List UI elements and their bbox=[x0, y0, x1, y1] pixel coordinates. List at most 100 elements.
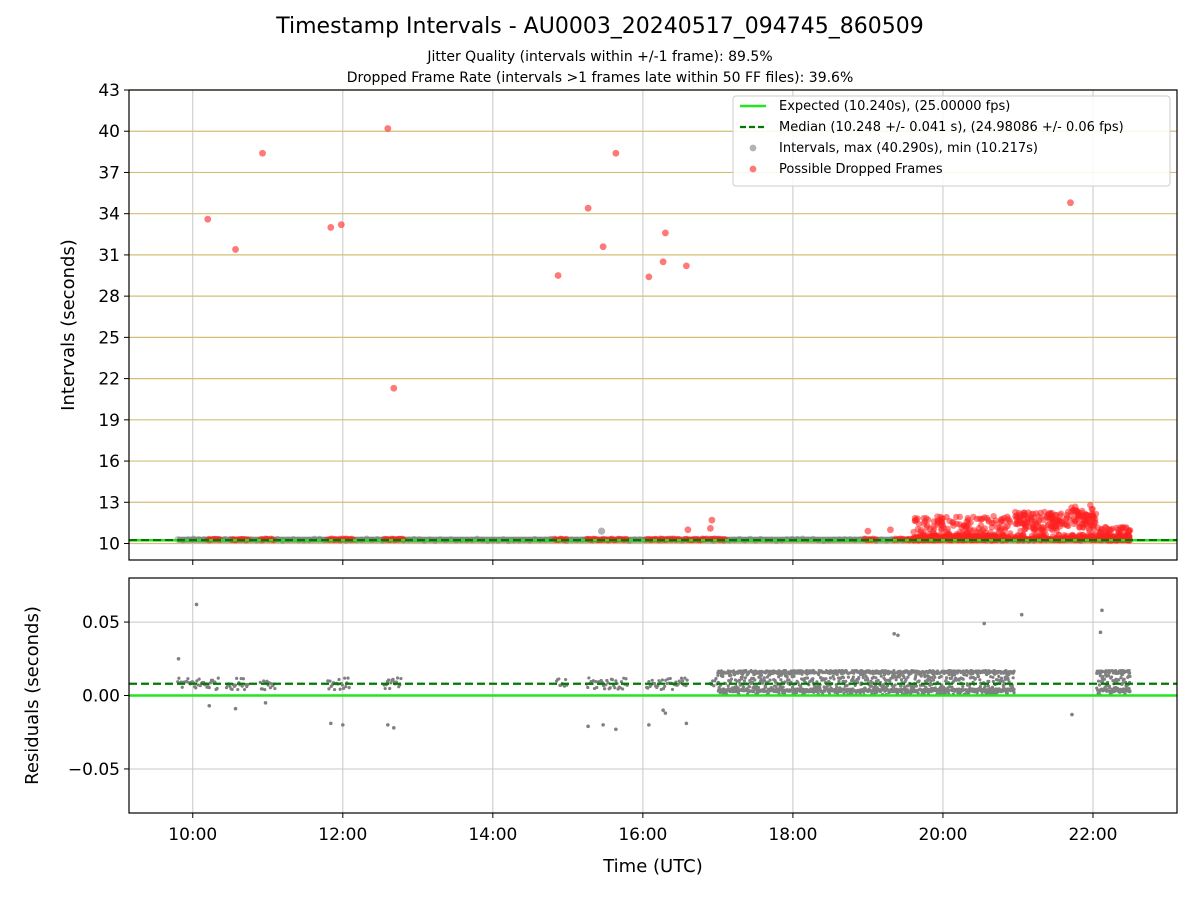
intervals-series-layer bbox=[129, 125, 1177, 544]
residual-point bbox=[194, 686, 198, 690]
residual-outlier-point bbox=[614, 727, 618, 732]
dropped-point bbox=[910, 528, 917, 536]
residual-outlier-point bbox=[328, 721, 333, 726]
residual-point bbox=[930, 676, 934, 680]
residual-point bbox=[1011, 676, 1015, 680]
dropped-point bbox=[1052, 522, 1060, 530]
residual-point bbox=[236, 687, 240, 692]
legend-median-label: Median (10.248 +/- 0.041 s), (24.98086 +… bbox=[779, 120, 1124, 135]
residual-point bbox=[195, 679, 199, 683]
dropped-point bbox=[1092, 519, 1099, 526]
dropped-point bbox=[1041, 508, 1048, 516]
residual-point bbox=[881, 682, 886, 687]
residual-point bbox=[917, 679, 921, 683]
residual-point bbox=[714, 676, 718, 681]
residual-outlier-point bbox=[233, 706, 238, 711]
residual-point bbox=[756, 685, 761, 690]
dropped-outlier-point bbox=[584, 204, 592, 212]
dropped-point bbox=[1032, 518, 1039, 526]
dropped-point bbox=[1089, 510, 1096, 517]
dropped-point bbox=[1018, 533, 1025, 540]
dropped-point bbox=[1067, 532, 1075, 540]
residual-point bbox=[242, 687, 247, 692]
y-tick-label: 19 bbox=[98, 411, 120, 431]
residual-point bbox=[1128, 689, 1132, 693]
dropped-point bbox=[994, 524, 1001, 531]
dropped-point bbox=[1004, 513, 1011, 520]
residual-point bbox=[791, 685, 795, 689]
x-tick-label: 10:00 bbox=[168, 825, 217, 845]
dropped-outlier-point bbox=[554, 272, 562, 279]
residual-point bbox=[1122, 677, 1126, 681]
residual-point bbox=[939, 674, 943, 679]
residual-point bbox=[914, 673, 918, 677]
residual-point bbox=[676, 682, 680, 686]
residual-point bbox=[646, 686, 650, 690]
dropped-outlier-point bbox=[864, 527, 872, 535]
legend-dropped-swatch bbox=[749, 165, 757, 173]
residual-point bbox=[740, 675, 744, 679]
residual-point bbox=[1127, 669, 1131, 673]
dropped-outlier-point bbox=[232, 246, 239, 253]
residual-point bbox=[346, 676, 350, 680]
residual-point bbox=[930, 682, 934, 686]
residual-point bbox=[586, 685, 590, 690]
residual-point bbox=[743, 676, 747, 680]
legend-dropped-label: Possible Dropped Frames bbox=[779, 162, 943, 177]
residual-point bbox=[916, 691, 920, 695]
dropped-point bbox=[944, 525, 952, 533]
dropped-point bbox=[988, 519, 996, 527]
dropped-point bbox=[1021, 511, 1028, 519]
dropped-point bbox=[970, 513, 977, 521]
y-tick-label: 43 bbox=[98, 81, 120, 101]
dropped-point bbox=[1021, 526, 1028, 533]
residual-point bbox=[1096, 679, 1101, 683]
residual-point bbox=[1128, 674, 1132, 679]
residual-point bbox=[652, 681, 657, 686]
residual-point bbox=[716, 673, 720, 677]
dropped-point bbox=[1104, 532, 1112, 540]
residual-point bbox=[999, 676, 1004, 680]
residual-outlier-point bbox=[1100, 608, 1104, 613]
residual-point bbox=[230, 687, 234, 691]
residual-point bbox=[973, 677, 977, 681]
residuals-y-axis-label: Residuals (seconds) bbox=[22, 606, 43, 785]
residual-outlier-point bbox=[392, 726, 396, 730]
dropped-point bbox=[1011, 533, 1018, 541]
residual-point bbox=[766, 691, 770, 695]
dropped-point bbox=[1071, 503, 1079, 510]
dropped-point bbox=[1086, 527, 1093, 534]
dropped-point bbox=[1059, 518, 1066, 525]
residual-point bbox=[971, 671, 975, 675]
residual-point bbox=[742, 679, 747, 683]
residual-outlier-point bbox=[982, 621, 987, 626]
residual-point bbox=[931, 678, 936, 682]
residual-outlier-point bbox=[1098, 630, 1103, 635]
residual-point bbox=[944, 676, 949, 680]
intervals-frame bbox=[128, 89, 1178, 561]
x-tick-label: 22:00 bbox=[1068, 825, 1117, 845]
residual-point bbox=[263, 687, 267, 692]
residual-point bbox=[681, 679, 685, 683]
residual-point bbox=[328, 679, 332, 683]
dropped-point bbox=[1047, 523, 1055, 530]
residual-point bbox=[983, 684, 987, 689]
residual-point bbox=[824, 677, 828, 681]
y-tick-label: 40 bbox=[98, 122, 120, 142]
residual-point bbox=[888, 679, 892, 683]
residual-point bbox=[811, 677, 815, 681]
residual-point bbox=[760, 681, 765, 685]
dropped-outlier-point bbox=[682, 262, 690, 270]
residual-point bbox=[395, 676, 400, 680]
residual-outlier-point bbox=[176, 656, 181, 661]
residuals-frame bbox=[128, 577, 1178, 814]
dropped-point bbox=[926, 530, 934, 538]
residual-point bbox=[726, 684, 730, 688]
residual-point bbox=[882, 673, 887, 677]
residual-point bbox=[557, 677, 561, 681]
residual-point bbox=[784, 672, 788, 676]
y-tick-label: 28 bbox=[98, 287, 120, 307]
dropped-point bbox=[959, 529, 966, 536]
residual-point bbox=[344, 685, 348, 689]
residual-point bbox=[1117, 678, 1121, 682]
